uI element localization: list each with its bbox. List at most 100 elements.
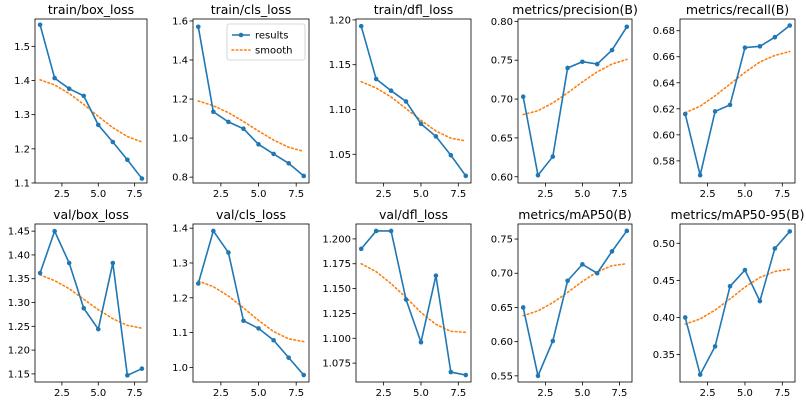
results-point <box>682 315 688 320</box>
results-point <box>712 344 718 349</box>
x-tick-label: 2.5 <box>213 388 229 399</box>
results-point <box>95 326 101 332</box>
results-point <box>388 228 394 234</box>
subplot-title: train/dfl_loss <box>374 2 454 17</box>
results-point <box>682 111 688 117</box>
results-point <box>565 278 570 284</box>
subplot-1: train/box_loss 2.5 5.0 7.5 1.1 1.2 1.3 1.4 1.5 <box>14 2 148 200</box>
y-tick-label: 0.60 <box>653 130 675 141</box>
y-tick-label: 1.30 <box>8 298 30 309</box>
results-point <box>241 318 246 324</box>
x-tick-label: 2.5 <box>376 388 392 399</box>
y-tick-label: 0.60 <box>491 172 513 183</box>
results-line <box>360 230 466 376</box>
legend-box <box>226 23 306 61</box>
legend: results smooth <box>226 23 306 61</box>
results-point <box>37 270 43 276</box>
x-tick-label: 5.0 <box>737 189 753 200</box>
results-point <box>66 260 72 266</box>
subplot-6: val/box_loss 2.5 5.0 7.5 1.15 1.20 1.25 1.30 1.3… <box>8 207 148 399</box>
results-point <box>772 246 778 251</box>
results-point <box>226 119 231 125</box>
results-point <box>139 366 145 371</box>
smooth-line <box>197 100 305 153</box>
results-point <box>535 172 541 178</box>
results-point <box>697 372 703 377</box>
x-tick-label: 7.5 <box>774 388 790 399</box>
y-tick-label: 1.3 <box>14 110 30 121</box>
results-point <box>594 270 600 276</box>
results-point <box>301 173 307 179</box>
results-point <box>580 59 585 65</box>
y-tick-label: 0.55 <box>491 371 513 382</box>
results-point <box>373 76 379 82</box>
x-tick-label: 2.5 <box>537 189 553 200</box>
results-point <box>433 273 439 278</box>
results-point <box>52 75 57 81</box>
y-tick-label: 1.0 <box>172 363 188 374</box>
x-tick-label: 5.0 <box>90 189 106 200</box>
y-tick-label: 1.4 <box>14 76 30 87</box>
y-tick-label: 0.66 <box>653 52 675 63</box>
y-tick-label: 0.8 <box>172 173 188 184</box>
subplot-title: train/box_loss <box>48 2 134 17</box>
results-point <box>550 154 556 159</box>
subplot-7: val/cls_loss 2.5 5.0 7.5 1.0 1.1 1.2 1.3 1.4 <box>172 207 310 399</box>
results-point <box>727 102 733 108</box>
x-tick-label: 5.0 <box>574 189 590 200</box>
results-point <box>271 337 276 343</box>
results-point <box>448 369 454 375</box>
results-line <box>39 228 143 377</box>
results-point <box>787 229 793 234</box>
y-tick-label: 0.64 <box>653 78 675 89</box>
x-tick-label: 2.5 <box>537 388 553 399</box>
results-point <box>403 99 409 104</box>
results-point <box>286 160 291 166</box>
results-line <box>197 26 305 177</box>
results-point <box>520 94 526 100</box>
results-point <box>757 44 763 49</box>
x-tick-label: 2.5 <box>700 189 716 200</box>
y-tick-label: 1.25 <box>8 322 30 333</box>
results-point <box>110 139 116 145</box>
y-tick-label: 1.20 <box>329 15 351 26</box>
results-point <box>125 373 130 378</box>
smooth-line <box>522 58 628 116</box>
subplot-title: val/cls_loss <box>216 207 286 222</box>
results-point <box>66 86 72 91</box>
results-point <box>742 267 748 273</box>
x-tick-label: 7.5 <box>127 388 143 399</box>
results-point <box>226 250 231 255</box>
y-tick-label: 0.70 <box>491 269 513 280</box>
y-tick-label: 0.65 <box>491 133 513 144</box>
results-point <box>211 228 216 234</box>
y-tick-label: 1.15 <box>329 60 351 71</box>
x-tick-label: 7.5 <box>611 388 627 399</box>
axes-frame <box>517 18 633 184</box>
results-point <box>81 93 87 99</box>
x-tick-label: 5.0 <box>251 388 267 399</box>
results-point <box>787 23 793 28</box>
y-tick-label: 1.1 <box>14 179 30 190</box>
x-tick-label: 5.0 <box>413 189 429 200</box>
y-tick-label: 0.68 <box>653 26 675 37</box>
results-point <box>403 297 409 302</box>
x-tick-label: 2.5 <box>54 189 70 200</box>
axes-frame <box>34 18 148 184</box>
subplot-5: metrics/recall(B) 2.5 5.0 7.5 0.58 0.60 0.62 0.… <box>653 2 796 200</box>
y-tick-label: 0.75 <box>491 56 513 67</box>
legend-smooth-label: smooth <box>255 46 292 57</box>
y-tick-label: 1.125 <box>322 309 351 320</box>
results-point <box>757 298 763 304</box>
results-point <box>195 281 201 286</box>
y-tick-label: 1.45 <box>8 227 30 238</box>
smooth-line <box>360 262 467 334</box>
results-point <box>712 109 718 114</box>
y-tick-label: 1.2 <box>14 144 30 155</box>
results-point <box>52 228 57 234</box>
y-tick-label: 1.40 <box>8 250 30 261</box>
y-tick-label: 0.60 <box>491 337 513 348</box>
x-tick-label: 7.5 <box>450 189 466 200</box>
results-point <box>727 284 733 289</box>
